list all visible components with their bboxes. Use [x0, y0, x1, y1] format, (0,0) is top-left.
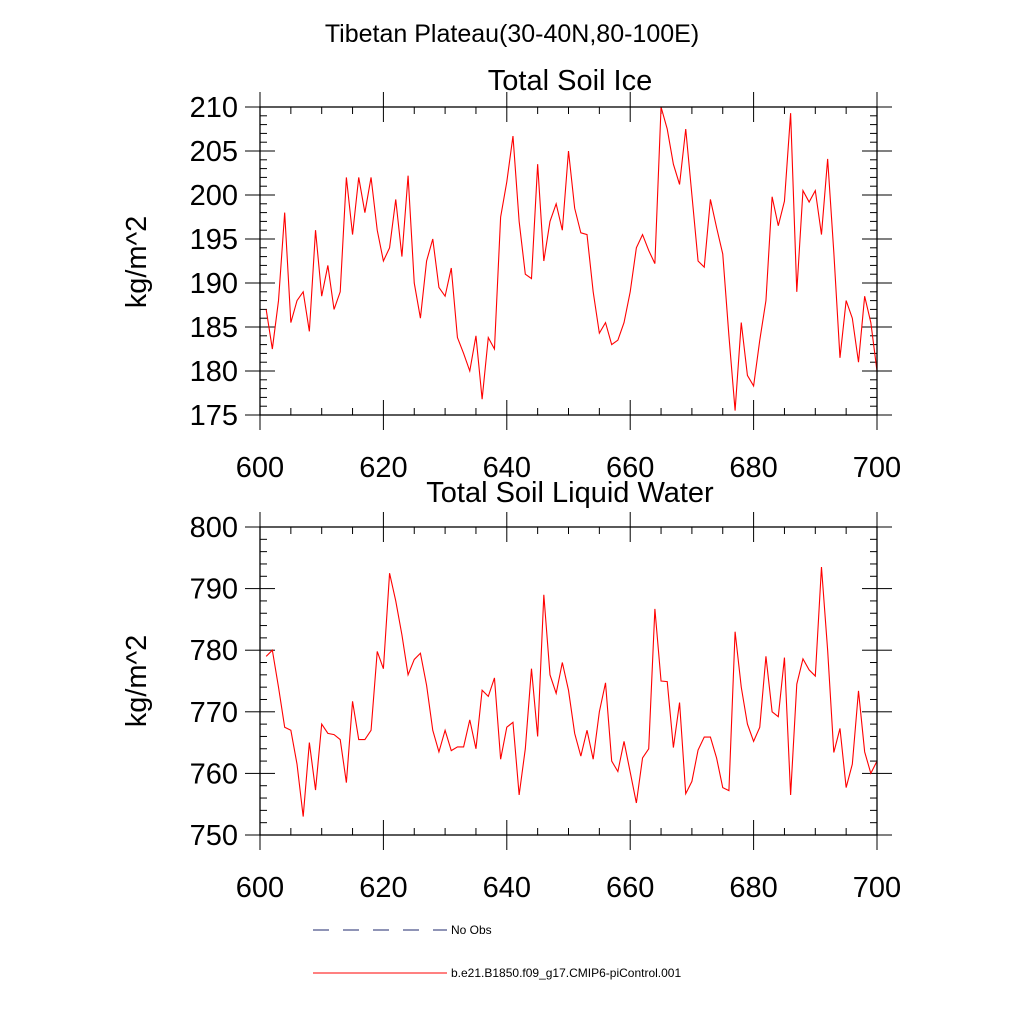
y-tick-label: 195: [190, 224, 238, 256]
x-tick-label: 600: [236, 452, 284, 484]
y-tick-label: 180: [190, 356, 238, 388]
x-tick-label: 620: [359, 452, 407, 484]
x-tick-label: 640: [483, 872, 531, 904]
legend-label-no-obs: No Obs: [451, 923, 492, 937]
series-line: [265, 566, 878, 817]
tick-marks: [245, 512, 892, 850]
y-tick-label: 770: [190, 697, 238, 729]
y-tick-label: 800: [190, 512, 238, 544]
plot-frame: [259, 106, 878, 416]
plot-frame: [259, 526, 878, 836]
x-tick-label: 660: [606, 452, 654, 484]
x-tick-label: 640: [483, 452, 531, 484]
tick-labels: 600 620 640 660 680 700 175 180 185 190 195 200 205 2…: [190, 92, 902, 484]
y-tick-label: 780: [190, 635, 238, 667]
x-tick-label: 700: [853, 452, 901, 484]
y-tick-label: 200: [190, 180, 238, 212]
tick-marks: [245, 92, 892, 430]
y-axis-label: kg/m^2: [121, 216, 153, 309]
plot-series: [265, 106, 878, 411]
main-title: Tibetan Plateau(30-40N,80-100E): [325, 20, 699, 48]
x-tick-label: 680: [729, 872, 777, 904]
y-tick-label: 210: [190, 92, 238, 124]
series-line: [265, 106, 878, 411]
x-tick-label: 680: [729, 452, 777, 484]
x-tick-label: 600: [236, 872, 284, 904]
y-tick-label: 190: [190, 268, 238, 300]
y-tick-label: 750: [190, 820, 238, 852]
x-tick-label: 620: [359, 872, 407, 904]
y-tick-label: 175: [190, 400, 238, 432]
plot-series: [265, 566, 878, 817]
y-tick-label: 205: [190, 136, 238, 168]
tick-labels: 600 620 640 660 680 700 750 760 770 780 790 800: [190, 512, 902, 904]
y-tick-label: 760: [190, 758, 238, 790]
legend: No Obs b.e21.B1850.f09_g17.CMIP6-piContr…: [313, 923, 681, 980]
y-axis-label: kg/m^2: [121, 635, 153, 728]
x-tick-label: 660: [606, 872, 654, 904]
panel-soil-liquid-water: Total Soil Liquid Water kg/m^2 600 620 640…: [121, 477, 901, 904]
x-tick-label: 700: [853, 872, 901, 904]
y-tick-label: 185: [190, 312, 238, 344]
panel-title: Total Soil Ice: [488, 65, 652, 97]
panel-soil-ice: Total Soil Ice kg/m^2 600 620 640 660 680 700…: [121, 65, 901, 484]
legend-label-model: b.e21.B1850.f09_g17.CMIP6-piControl.001: [451, 966, 681, 980]
y-tick-label: 790: [190, 574, 238, 606]
panel-title: Total Soil Liquid Water: [426, 477, 714, 509]
